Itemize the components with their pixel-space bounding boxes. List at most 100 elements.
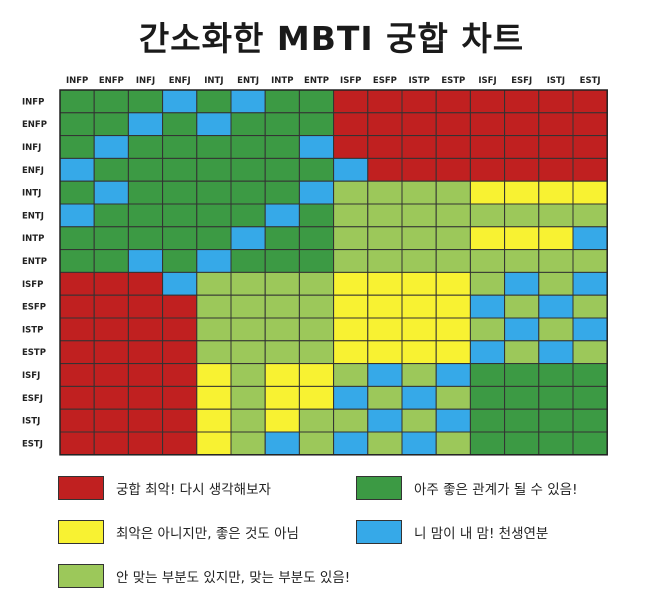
row-label-estj: ESTJ: [22, 439, 43, 449]
cell-enfj-infp: [59, 157, 95, 182]
cell-infp-estj: [572, 89, 608, 114]
cell-entj-esfj: [504, 203, 540, 228]
cell-infj-estj: [572, 135, 608, 159]
cell-istj-intj: [196, 408, 232, 433]
cell-esfj-intp: [264, 385, 300, 410]
cell-entj-enfj: [162, 203, 198, 228]
cell-istj-estp: [435, 408, 471, 433]
col-label-infp: INFP: [66, 76, 88, 86]
cell-esfp-intp: [264, 294, 300, 319]
cell-enfp-enfj: [162, 112, 198, 137]
cell-esfj-isfj: [469, 385, 506, 410]
cell-intp-intj: [196, 226, 232, 251]
cell-esfj-enfj: [162, 385, 198, 410]
cell-isfp-estp: [435, 271, 471, 296]
cell-estp-intp: [264, 340, 300, 365]
cell-esfp-infp: [59, 294, 95, 319]
cell-isfj-infj: [127, 363, 164, 387]
cell-estj-istp: [401, 431, 437, 456]
cell-isfp-intp: [264, 271, 300, 296]
cell-estp-entj: [230, 340, 266, 365]
cell-entj-entp: [298, 203, 335, 228]
cell-intp-infp: [59, 226, 95, 251]
cell-intp-enfj: [162, 226, 198, 251]
cell-enfj-istj: [538, 157, 574, 182]
cell-isfj-estj: [572, 363, 608, 387]
cell-isfj-enfp: [93, 363, 129, 387]
col-label-istj: ISTJ: [547, 76, 565, 86]
cell-infp-infj: [127, 89, 164, 114]
cell-enfj-intj: [196, 157, 232, 182]
col-label-intj: INTJ: [204, 76, 223, 86]
cell-isfp-enfp: [93, 271, 129, 296]
cell-infp-intj: [196, 89, 232, 114]
row-label-infj: INFJ: [22, 143, 41, 153]
cell-estj-intp: [264, 431, 300, 456]
cell-esfj-intj: [196, 385, 232, 410]
cell-entj-istj: [538, 203, 574, 228]
cell-enfp-infj: [127, 112, 164, 137]
row-label-esfp: ESFP: [22, 303, 46, 313]
col-label-estp: ESTP: [441, 76, 465, 86]
cell-infj-entp: [298, 135, 335, 159]
cell-intp-entj: [230, 226, 266, 251]
row-label-istp: ISTP: [22, 325, 43, 335]
cell-infj-infp: [59, 135, 95, 159]
cell-isfj-entp: [298, 363, 335, 387]
cell-estj-infj: [127, 431, 164, 456]
cell-entp-enfj: [162, 249, 198, 273]
cell-isfp-intj: [196, 271, 232, 296]
cell-intj-esfp: [367, 180, 403, 205]
cell-istj-entj: [230, 408, 266, 433]
cell-esfp-entj: [230, 294, 266, 319]
cell-estp-intj: [196, 340, 232, 365]
cell-intp-isfp: [333, 226, 369, 251]
col-label-entp: ENTP: [304, 76, 329, 86]
row-label-intj: INTJ: [22, 189, 41, 199]
cell-esfj-enfp: [93, 385, 129, 410]
cell-entj-entj: [230, 203, 266, 228]
cell-istp-esfp: [367, 317, 403, 342]
cell-entp-isfj: [469, 249, 506, 273]
cell-intp-istp: [401, 226, 437, 251]
cell-esfp-isfj: [469, 294, 506, 319]
cell-istp-istp: [401, 317, 437, 342]
cell-infj-enfp: [93, 135, 129, 159]
cell-isfp-isfj: [469, 271, 506, 296]
row-label-enfj: ENFJ: [22, 166, 44, 176]
cell-isfj-enfj: [162, 363, 198, 387]
cell-esfp-entp: [298, 294, 335, 319]
cell-entj-enfp: [93, 203, 129, 228]
cell-estj-entj: [230, 431, 266, 456]
cell-infp-enfp: [93, 89, 129, 114]
col-label-enfp: ENFP: [99, 76, 124, 86]
cell-intp-esfp: [367, 226, 403, 251]
cell-entp-intj: [196, 249, 232, 273]
cell-intj-estp: [435, 180, 471, 205]
cell-istj-isfp: [333, 408, 369, 433]
cell-enfj-isfp: [333, 157, 369, 182]
cell-infj-entj: [230, 135, 266, 159]
cell-estj-entp: [298, 431, 335, 456]
cell-estj-estp: [435, 431, 471, 456]
cell-intj-entp: [298, 180, 335, 205]
row-label-estp: ESTP: [22, 348, 46, 358]
cell-esfp-intj: [196, 294, 232, 319]
cell-isfp-entp: [298, 271, 335, 296]
cell-entp-entj: [230, 249, 266, 273]
cell-isfj-istj: [538, 363, 574, 387]
cell-esfj-estj: [572, 385, 608, 410]
grid-border: [59, 89, 608, 456]
cell-intp-esfj: [504, 226, 540, 251]
cell-isfj-intp: [264, 363, 300, 387]
cell-isfp-entj: [230, 271, 266, 296]
col-label-enfj: ENFJ: [169, 76, 191, 86]
cell-infj-istp: [401, 135, 437, 159]
cell-enfp-infp: [59, 112, 95, 137]
cell-infp-estp: [435, 89, 471, 114]
cell-esfp-estp: [435, 294, 471, 319]
cell-isfp-esfj: [504, 271, 540, 296]
cell-intp-infj: [127, 226, 164, 251]
col-label-isfp: ISFP: [340, 76, 361, 86]
cell-infj-enfj: [162, 135, 198, 159]
